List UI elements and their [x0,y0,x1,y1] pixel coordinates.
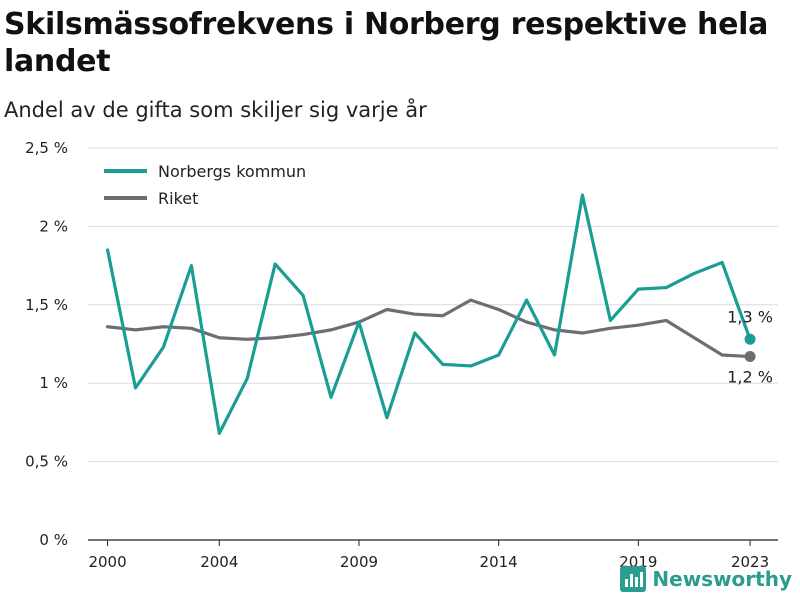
x-tick-label: 2009 [340,553,378,571]
y-tick-label: 1,5 % [25,296,68,314]
y-tick-label: 1 % [39,374,68,392]
y-axis: 0 % 0,5 % 1 % 1,5 % 2 % 2,5 % [25,139,68,549]
chart-title: Skilsmässofrekvens i Norberg respektive … [4,7,769,79]
legend-label: Riket [158,189,198,208]
x-tick-label: 2004 [200,553,238,571]
x-tick-label: 2014 [480,553,518,571]
series-line-0 [105,193,752,435]
newsworthy-brand: Newsworthy [620,566,792,592]
chart-subtitle: Andel av de gifta som skiljer sig varje … [4,98,427,122]
x-tick-label: 2023 [731,553,769,571]
y-tick-label: 0 % [39,531,68,549]
series-line-1 [105,298,752,359]
x-tick-label: 2000 [88,553,126,571]
series-end-label-0: 1,3 % [727,307,773,326]
gridlines [88,147,778,541]
bar-chart-logo-icon [620,566,647,592]
legend-label: Norbergs kommun [158,162,306,181]
y-tick-label: 2 % [39,217,68,235]
legend: Norbergs kommun Riket [104,162,306,208]
x-axis: 2000 2004 2009 2014 2019 2023 [88,540,769,571]
y-tick-label: 0,5 % [25,453,68,471]
series-end-label-1: 1,2 % [727,368,773,387]
y-tick-label: 2,5 % [25,139,68,157]
brand-name: Newsworthy [652,567,792,591]
series-end-point-0 [744,333,756,345]
series-lines: 1,3 % 1,2 % [105,193,773,435]
series-end-point-1 [744,351,756,363]
